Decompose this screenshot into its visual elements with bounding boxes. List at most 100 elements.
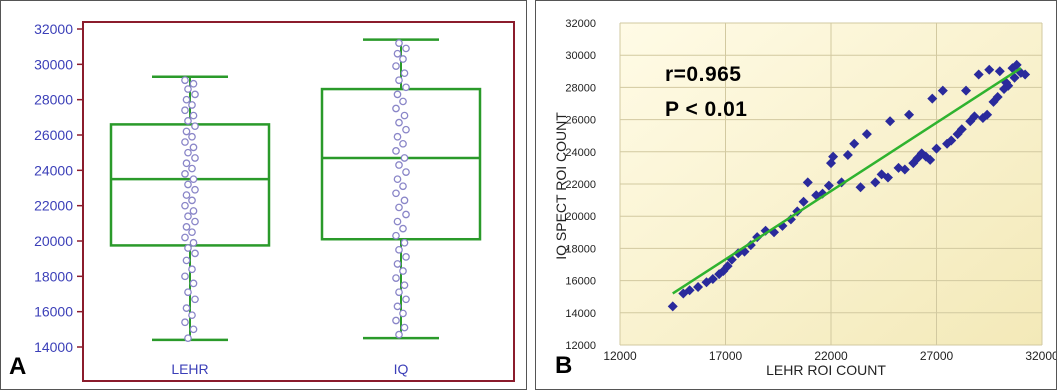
data-point [861,129,872,140]
data-point [184,148,192,157]
y-tick-label: 30000 [565,50,596,62]
data-point [181,138,189,146]
data-point [191,122,199,131]
data-point [828,151,839,162]
data-point [392,62,400,70]
data-point [399,97,407,106]
data-point [1020,69,1031,80]
x-tick-label: 12000 [603,349,637,363]
data-point [400,323,409,332]
data-point [984,64,995,75]
data-point [718,265,729,276]
data-point [188,101,196,109]
data-point [402,125,410,134]
y-tick-label: 26000 [34,127,73,143]
data-point [885,116,896,127]
data-point [191,295,199,304]
data-point [182,127,191,136]
data-point [395,203,403,212]
y-tick-label: 28000 [34,92,73,108]
data-point [393,132,402,141]
data-point [191,217,199,226]
data-point [184,85,192,93]
data-point [904,109,915,120]
y-tick-label: 20000 [565,211,596,223]
data-point [684,285,695,296]
data-point [707,273,718,284]
data-point [739,246,750,257]
data-point [191,90,199,99]
y-tick-label: 20000 [34,233,73,249]
x-category-label: IQ [394,361,409,377]
data-point [181,201,189,210]
data-point [181,170,189,178]
data-point [395,288,403,297]
data-point [189,207,198,215]
x-tick-label: 32000 [1025,349,1056,363]
data-point [931,143,942,154]
panel-b: 12000 14000 16000 18000 20000 22000 24000 26000… [535,0,1057,390]
data-point [722,261,733,272]
data-point [392,189,400,198]
data-point [1003,80,1014,91]
data-point [189,238,198,247]
data-point [973,69,984,80]
data-point [188,265,196,274]
data-point [182,223,191,231]
y-tick-label: 18000 [565,243,596,255]
x-tick-label: 22000 [814,349,848,363]
data-point [393,302,402,311]
data-point [870,177,881,188]
data-point [392,274,400,282]
data-point [402,253,410,261]
data-point [693,282,704,293]
data-point [393,217,402,226]
data-point [392,316,400,325]
data-point [181,272,189,281]
data-point [893,162,904,173]
y-tick-label: 22000 [565,179,596,191]
data-point [184,334,192,343]
data-point [393,49,402,58]
data-point [400,111,409,120]
data-point [184,244,192,252]
data-point [982,109,993,120]
box-iq [320,38,482,340]
data-point [882,172,893,183]
data-point [184,180,192,189]
data-point [395,245,403,254]
data-point [392,104,400,113]
data-point [925,154,936,165]
iqr-box [320,87,482,241]
data-point [184,117,192,125]
y-tick-label: 12000 [565,340,596,352]
data-point [182,159,191,168]
x-tick-label: 27000 [920,349,954,363]
data-point [946,135,957,146]
y-tick-label: 30000 [34,56,73,72]
y-tick-label: 14000 [34,339,73,355]
p-value-annotation: P < 0.01 [665,98,748,121]
data-point [181,76,189,85]
data-point [399,182,407,191]
y-tick-label: 14000 [565,308,596,320]
data-point [994,66,1005,77]
data-point [402,83,410,92]
data-point [667,301,678,312]
data-point [184,288,192,297]
data-point [181,233,189,242]
data-point [182,191,191,199]
correlation-annotation: r=0.965 [665,63,742,86]
data-point [181,318,189,327]
y-tick-label: 28000 [565,82,596,94]
data-point [999,84,1010,95]
data-point [181,106,189,115]
data-point [400,196,409,205]
y-tick-label: 32000 [565,18,596,30]
data-point [188,164,196,173]
data-point [400,238,409,247]
data-point [400,69,409,78]
y-tick-label: 24000 [34,162,73,178]
data-point [849,138,860,149]
x-category-label: LEHR [171,361,208,377]
